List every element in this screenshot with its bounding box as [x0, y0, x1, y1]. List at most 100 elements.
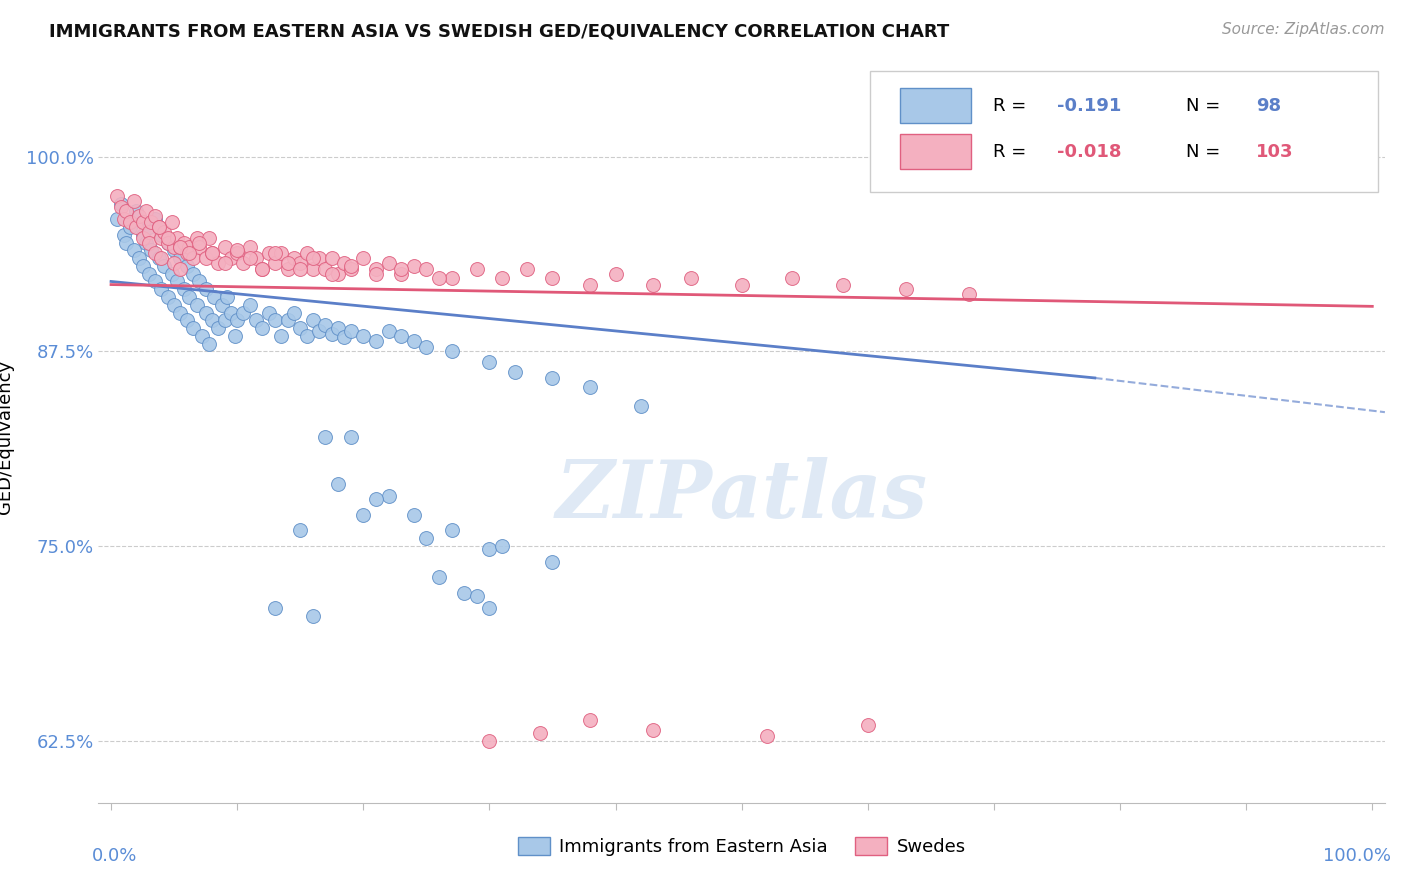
- Point: [290, 321, 312, 335]
- Point: [188, 275, 211, 289]
- Point: [169, 251, 191, 265]
- Point: [110, 196, 132, 211]
- Point: [153, 259, 176, 273]
- Point: [219, 305, 242, 319]
- Point: [440, 524, 463, 538]
- Point: [156, 235, 179, 250]
- Point: [364, 334, 387, 348]
- Point: [138, 267, 160, 281]
- Point: [156, 231, 179, 245]
- Text: ZIPatlas: ZIPatlas: [555, 457, 928, 534]
- Point: [415, 262, 437, 277]
- Point: [352, 329, 374, 343]
- Point: [204, 290, 226, 304]
- Point: [169, 240, 191, 254]
- Point: [194, 282, 217, 296]
- Point: [115, 235, 138, 250]
- Point: [160, 215, 183, 229]
- Point: [478, 542, 501, 557]
- Point: [252, 262, 274, 277]
- Point: [478, 733, 501, 747]
- Point: [277, 256, 299, 270]
- Point: [112, 212, 135, 227]
- Point: [277, 313, 299, 327]
- Point: [138, 225, 160, 239]
- Point: [440, 271, 463, 285]
- Point: [264, 601, 287, 615]
- Point: [377, 489, 399, 503]
- Point: [478, 355, 501, 369]
- Text: 103: 103: [1257, 143, 1294, 161]
- Point: [427, 271, 450, 285]
- Point: [186, 298, 208, 312]
- Point: [131, 231, 153, 245]
- Point: [122, 244, 145, 258]
- Point: [415, 340, 437, 354]
- Point: [257, 246, 280, 260]
- Point: [138, 235, 160, 250]
- Point: [163, 240, 186, 254]
- Point: [141, 244, 163, 258]
- Point: [333, 256, 356, 270]
- Point: [364, 267, 387, 281]
- Point: [150, 251, 173, 265]
- Y-axis label: GED/Equivalency: GED/Equivalency: [0, 360, 14, 514]
- Point: [122, 194, 145, 208]
- Point: [465, 589, 488, 603]
- Point: [283, 251, 305, 265]
- Point: [364, 492, 387, 507]
- Point: [252, 262, 274, 277]
- Point: [112, 227, 135, 242]
- Point: [166, 231, 188, 245]
- Point: [440, 344, 463, 359]
- Point: [352, 251, 374, 265]
- Point: [186, 231, 208, 245]
- Point: [201, 313, 224, 327]
- Point: [326, 321, 349, 335]
- Point: [856, 718, 879, 732]
- Point: [110, 200, 132, 214]
- Point: [290, 524, 312, 538]
- Point: [780, 271, 803, 285]
- Point: [894, 282, 917, 296]
- Point: [224, 329, 246, 343]
- Point: [181, 321, 204, 335]
- Point: [302, 251, 325, 265]
- Legend: Immigrants from Eastern Asia, Swedes: Immigrants from Eastern Asia, Swedes: [510, 830, 973, 863]
- Point: [402, 508, 425, 522]
- Point: [541, 371, 564, 385]
- Point: [321, 327, 343, 342]
- Point: [314, 318, 336, 332]
- Point: [402, 334, 425, 348]
- Point: [389, 262, 412, 277]
- Point: [389, 329, 412, 343]
- Point: [214, 313, 236, 327]
- Point: [605, 267, 627, 281]
- Point: [105, 212, 128, 227]
- Point: [163, 298, 186, 312]
- Point: [465, 262, 488, 277]
- Text: 100.0%: 100.0%: [1323, 847, 1392, 864]
- Point: [141, 215, 163, 229]
- Point: [491, 539, 513, 553]
- Point: [321, 251, 343, 265]
- Point: [731, 277, 754, 292]
- Point: [427, 570, 450, 584]
- Point: [226, 313, 249, 327]
- Point: [239, 298, 262, 312]
- Point: [217, 290, 239, 304]
- Point: [389, 267, 412, 281]
- Point: [207, 256, 229, 270]
- Point: [166, 275, 188, 289]
- Point: [302, 262, 325, 277]
- Point: [232, 256, 254, 270]
- Point: [105, 189, 128, 203]
- Point: [181, 267, 204, 281]
- Point: [377, 256, 399, 270]
- Point: [143, 246, 166, 260]
- Point: [402, 259, 425, 273]
- Point: [163, 244, 186, 258]
- Point: [277, 262, 299, 277]
- Point: [226, 244, 249, 258]
- Text: R =: R =: [993, 143, 1032, 161]
